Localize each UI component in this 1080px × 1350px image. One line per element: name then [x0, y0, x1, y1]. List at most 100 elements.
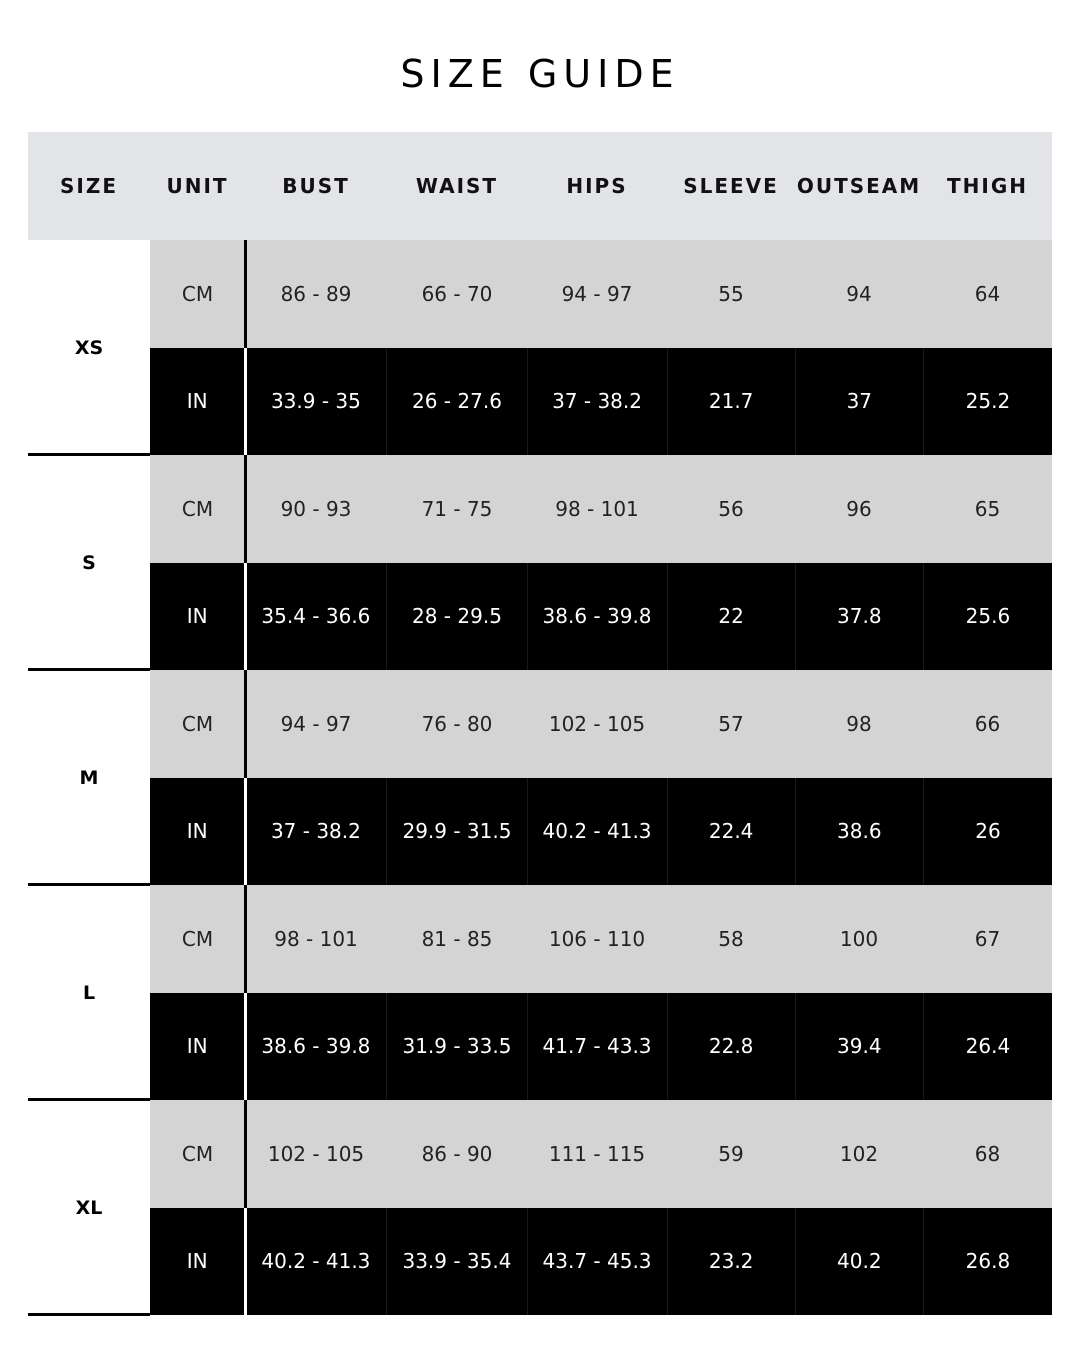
table-cell-sleeve: 21.7	[666, 347, 795, 455]
table-cell-bust: 86 - 89	[280, 281, 352, 306]
table-row-in: IN 40.2 - 41.3 33.9 - 35.4 43.7 - 45.3 23.2 4…	[150, 1207, 1052, 1315]
table-cell-bust: 40.2 - 41.3	[244, 1207, 386, 1315]
size-group-s: S CM 90 - 93 71 - 75 98 - 101 56 96 65 IN 35.4 - …	[28, 455, 1052, 671]
table-cell-waist: 28 - 29.5	[386, 562, 526, 670]
table-cell-bust: 90 - 93	[280, 496, 352, 521]
unit-cell: IN	[186, 389, 208, 414]
table-row-cm: CM 98 - 101 81 - 85 106 - 110 58 100 67	[150, 885, 1052, 993]
table-cell-waist: 81 - 85	[421, 926, 493, 951]
table-row-cm: CM 94 - 97 76 - 80 102 - 105 57 98 66	[150, 670, 1052, 778]
column-header-thigh: THIGH	[947, 174, 1028, 198]
table-cell-outseam: 40.2	[794, 1207, 923, 1315]
unit-divider	[244, 885, 247, 1100]
table-cell-thigh: 26.4	[922, 992, 1052, 1100]
table-cell-outseam: 102	[839, 1141, 879, 1166]
table-cell-hips: 102 - 105	[548, 711, 646, 736]
table-cell-hips: 40.2 - 41.3	[526, 777, 667, 885]
table-cell-sleeve: 56	[718, 496, 744, 521]
table-cell-outseam: 94	[846, 281, 872, 306]
table-cell-waist: 33.9 - 35.4	[386, 1207, 526, 1315]
size-group-m: M CM 94 - 97 76 - 80 102 - 105 57 98 66 IN 37 - 3…	[28, 670, 1052, 886]
page-title: SIZE GUIDE	[400, 52, 680, 96]
column-header-bust: BUST	[282, 174, 350, 198]
group-divider	[28, 453, 150, 456]
table-cell-outseam: 38.6	[794, 777, 923, 885]
table-cell-thigh: 26.8	[922, 1207, 1052, 1315]
group-divider	[28, 668, 150, 671]
size-label: M	[79, 766, 99, 789]
table-cell-sleeve: 22.4	[666, 777, 795, 885]
table-cell-bust: 35.4 - 36.6	[244, 562, 386, 670]
table-cell-thigh: 65	[974, 496, 1001, 521]
column-header-hips: HIPS	[566, 174, 628, 198]
table-cell-waist: 31.9 - 33.5	[386, 992, 526, 1100]
unit-divider	[244, 455, 247, 670]
table-cell-hips: 37 - 38.2	[526, 347, 667, 455]
table-row-cm: CM 102 - 105 86 - 90 111 - 115 59 102 68	[150, 1100, 1052, 1208]
table-cell-thigh: 25.2	[922, 347, 1052, 455]
table-cell-outseam: 37.8	[794, 562, 923, 670]
table-cell-waist: 76 - 80	[421, 711, 493, 736]
unit-cell: CM	[181, 1141, 214, 1166]
table-cell-outseam: 96	[846, 496, 872, 521]
table-cell-thigh: 64	[974, 281, 1001, 306]
unit-cell: CM	[181, 496, 214, 521]
table-cell-waist: 29.9 - 31.5	[386, 777, 526, 885]
size-group-l: L CM 98 - 101 81 - 85 106 - 110 58 100 67 IN 38.6…	[28, 885, 1052, 1101]
table-row-in: IN 37 - 38.2 29.9 - 31.5 40.2 - 41.3 22.4 38.…	[150, 777, 1052, 885]
table-cell-waist: 26 - 27.6	[386, 347, 526, 455]
table-cell-bust: 33.9 - 35	[244, 347, 386, 455]
unit-cell: IN	[186, 819, 208, 844]
group-divider	[28, 1313, 150, 1316]
table-row-in: IN 38.6 - 39.8 31.9 - 33.5 41.7 - 43.3 22.8 3…	[150, 992, 1052, 1100]
size-label: L	[82, 981, 96, 1004]
table-cell-waist: 86 - 90	[421, 1141, 493, 1166]
unit-cell: CM	[181, 926, 214, 951]
table-cell-hips: 38.6 - 39.8	[526, 562, 667, 670]
size-group-xs: XS CM 86 - 89 66 - 70 94 - 97 55 94 64 IN 33.9 - …	[28, 240, 1052, 456]
table-cell-waist: 66 - 70	[421, 281, 493, 306]
table-cell-hips: 94 - 97	[561, 281, 633, 306]
column-header-size: SIZE	[59, 174, 118, 198]
table-cell-bust: 38.6 - 39.8	[244, 992, 386, 1100]
table-cell-thigh: 26	[922, 777, 1052, 885]
table-cell-outseam: 98	[846, 711, 872, 736]
unit-cell: CM	[181, 281, 214, 306]
column-header-unit: UNIT	[166, 174, 229, 198]
unit-divider	[244, 670, 247, 885]
table-cell-thigh: 67	[974, 926, 1001, 951]
table-cell-sleeve: 57	[718, 711, 744, 736]
table-cell-waist: 71 - 75	[421, 496, 493, 521]
column-header-outseam: OUTSEAM	[796, 174, 922, 198]
table-cell-hips: 98 - 101	[555, 496, 639, 521]
table-cell-sleeve: 59	[718, 1141, 744, 1166]
size-label: XS	[74, 336, 104, 359]
unit-cell: IN	[186, 604, 208, 629]
table-cell-hips: 43.7 - 45.3	[526, 1207, 667, 1315]
size-label: S	[82, 551, 96, 574]
unit-cell: IN	[186, 1034, 208, 1059]
table-cell-thigh: 66	[974, 711, 1001, 736]
group-divider	[28, 883, 150, 886]
table-cell-outseam: 37	[794, 347, 923, 455]
table-cell-bust: 37 - 38.2	[244, 777, 386, 885]
table-cell-outseam: 100	[839, 926, 879, 951]
table-row-in: IN 33.9 - 35 26 - 27.6 37 - 38.2 21.7 37 25.2	[150, 347, 1052, 455]
unit-divider	[244, 240, 247, 455]
table-row-in: IN 35.4 - 36.6 28 - 29.5 38.6 - 39.8 22 37.8 2…	[150, 562, 1052, 670]
table-row-cm: CM 90 - 93 71 - 75 98 - 101 56 96 65	[150, 455, 1052, 563]
unit-cell: CM	[181, 711, 214, 736]
table-cell-bust: 94 - 97	[280, 711, 352, 736]
size-label: XL	[75, 1196, 103, 1219]
unit-cell: IN	[186, 1249, 208, 1274]
group-divider	[28, 1098, 150, 1101]
unit-divider	[244, 1100, 247, 1315]
table-cell-sleeve: 55	[718, 281, 744, 306]
table-cell-thigh: 25.6	[922, 562, 1052, 670]
table-cell-sleeve: 23.2	[666, 1207, 795, 1315]
table-cell-sleeve: 22.8	[666, 992, 795, 1100]
table-cell-hips: 111 - 115	[548, 1141, 646, 1166]
table-cell-outseam: 39.4	[794, 992, 923, 1100]
table-cell-bust: 98 - 101	[274, 926, 358, 951]
table-cell-hips: 106 - 110	[548, 926, 646, 951]
